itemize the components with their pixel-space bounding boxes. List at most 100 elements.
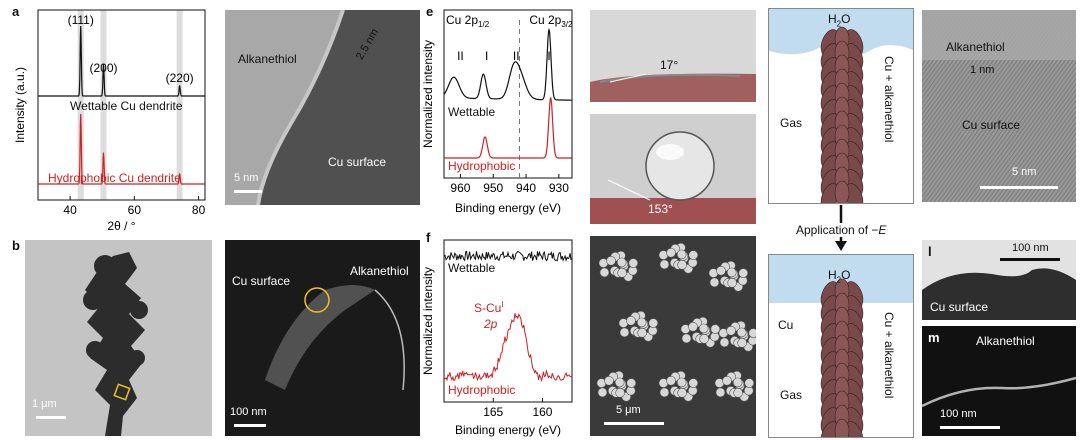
panel-letter-e: e [426, 4, 434, 19]
sem-particle [726, 325, 736, 336]
label-alkanethiol-m: Alkanethiol [976, 334, 1035, 348]
sem-particle [736, 327, 747, 338]
sem-particle [738, 268, 749, 278]
hrtem-image-k [922, 10, 1076, 202]
sem-particle [659, 387, 670, 398]
sem-particle [616, 257, 627, 268]
sem-particle [688, 250, 699, 260]
sem-particle [648, 318, 659, 328]
lattice-fringe [993, 88, 1076, 202]
xps-s-x-tick-label-1: 160 [532, 405, 552, 419]
xrd-peak-label-2: (220) [166, 71, 194, 85]
xps-cu-peak-mark-3: I [547, 49, 550, 63]
panel-letter-a: a [12, 4, 20, 19]
sem-particle [599, 267, 610, 278]
lattice-fringe [1033, 143, 1076, 202]
xrd-x-tick-label-0: 40 [63, 203, 77, 217]
label-cu-surface-d: Cu surface [232, 274, 291, 288]
scale-bar-c [234, 190, 262, 193]
xps-s-axes-frame [443, 239, 573, 403]
amorphous-layer [922, 10, 1076, 60]
scale-bar-d [234, 424, 266, 427]
sem-particle [659, 259, 670, 270]
scale-label-b: 1 μm [32, 398, 57, 410]
xps-s-y-axis-label: Normalized intensity [421, 267, 435, 375]
label-cu-surface-k: Cu surface [962, 118, 1021, 132]
xrd-peak-label-1: (200) [90, 61, 118, 75]
panel-h: h 153° [588, 108, 758, 228]
sem-particle [597, 387, 608, 398]
xps-s-series-label-1: Hydrophobic [448, 383, 515, 397]
dendrite-lobe [834, 180, 850, 203]
panel-e: e 960 950 940 930 Binding energy (eV) Normali… [420, 0, 580, 235]
xps-cu-peak-mark-1: I [485, 49, 488, 63]
lattice-fringe [1013, 115, 1076, 202]
lattice-fringe [977, 66, 1076, 202]
sem-particle [698, 323, 709, 334]
lattice-fringe [969, 55, 1076, 202]
label-alkanethiol-d: Alkanethiol [350, 264, 409, 278]
xps-cu-series-label-1: Hydrophobic [448, 159, 515, 173]
lattice-fringe [1029, 137, 1076, 202]
scale-bar-k [980, 186, 1058, 189]
panel-letter-f: f [426, 230, 431, 245]
water-label-j: H2O [828, 12, 851, 29]
xps-cu-peak-mark-0: II [457, 49, 464, 63]
side-label-j: Cu + alkanethiol [882, 56, 896, 143]
sem-particle [619, 327, 630, 338]
lattice-fringe [997, 94, 1076, 202]
sem-particle [606, 255, 616, 266]
darkfield-image-m [922, 326, 1076, 436]
lattice-fringe [1021, 126, 1076, 202]
hrtem-image-c [225, 10, 420, 205]
panel-a: a 40 60 80 2θ / ° Intensity (a.u.) Wettable C… [0, 0, 215, 235]
tem-dendrite-image [25, 240, 212, 436]
xps-s-series-label-0: Wettable [448, 261, 495, 275]
xps-s-x-axis-label: Binding energy (eV) [455, 423, 561, 437]
xrd-axes-frame [37, 9, 206, 201]
lattice-fringe [961, 44, 1076, 202]
panel-b: b 1 μm [0, 238, 215, 440]
xrd-series-label-1: Hydrophobic Cu dendrite [48, 171, 181, 185]
sem-particle [617, 268, 627, 278]
panel-k: k Alkanethiol 1 nm Cu surface 5 nm [918, 0, 1080, 205]
sem-particle [676, 377, 687, 388]
sem-particle [688, 378, 699, 388]
lattice-fringe [989, 83, 1076, 202]
xps-cu-series-0 [443, 27, 572, 101]
sem-particle [681, 333, 692, 344]
xrd-peak-band-2 [176, 10, 183, 200]
xrd-x-axis-label: 2θ / ° [107, 219, 135, 233]
scale-bar-b [36, 416, 66, 419]
sem-particle [716, 265, 726, 276]
sem-particle [709, 277, 720, 288]
label-alkanethiol-k: Alkanethiol [946, 40, 1005, 54]
panel-i: i 5 μm [588, 232, 758, 440]
xps-cu-x-axis-label: Binding energy (eV) [455, 201, 561, 215]
xps-s-chart: 165 160 Binding energy (eV) Normalized inte… [421, 239, 573, 437]
panel-l-box: l 100 nm Cu surface [918, 238, 1080, 322]
sem-particle [637, 328, 647, 338]
panel-m: m Alkanethiol 100 nm [918, 326, 1080, 440]
xps-cu-x-tick-label-2: 940 [516, 181, 536, 195]
sem-particle [666, 247, 676, 258]
scale-label-m: 100 nm [940, 408, 977, 420]
angle-label-h: 153° [648, 202, 673, 216]
sem-particle [699, 334, 709, 344]
sem-particle [715, 387, 726, 398]
scale-bar-m [940, 426, 1000, 429]
sem-particle [688, 321, 698, 332]
xps-cu-region-label-1: Cu 2p3/2 [529, 13, 573, 29]
sem-particle [676, 249, 687, 260]
schematic-j-bottom [768, 254, 914, 438]
sem-particle [628, 258, 639, 268]
xps-cu-peak-mark-2: II [513, 49, 520, 63]
scale-label-l: 100 nm [1012, 242, 1049, 254]
lattice-fringe [1017, 121, 1076, 202]
dendrite-lobe [820, 421, 840, 437]
sem-image-i [590, 236, 756, 436]
xrd-x-tick-label-2: 80 [192, 203, 206, 217]
xps-cu-y-axis-label: Normalized intensity [421, 40, 435, 148]
lattice-fringe [1049, 165, 1076, 202]
lattice-fringe [1037, 148, 1076, 202]
